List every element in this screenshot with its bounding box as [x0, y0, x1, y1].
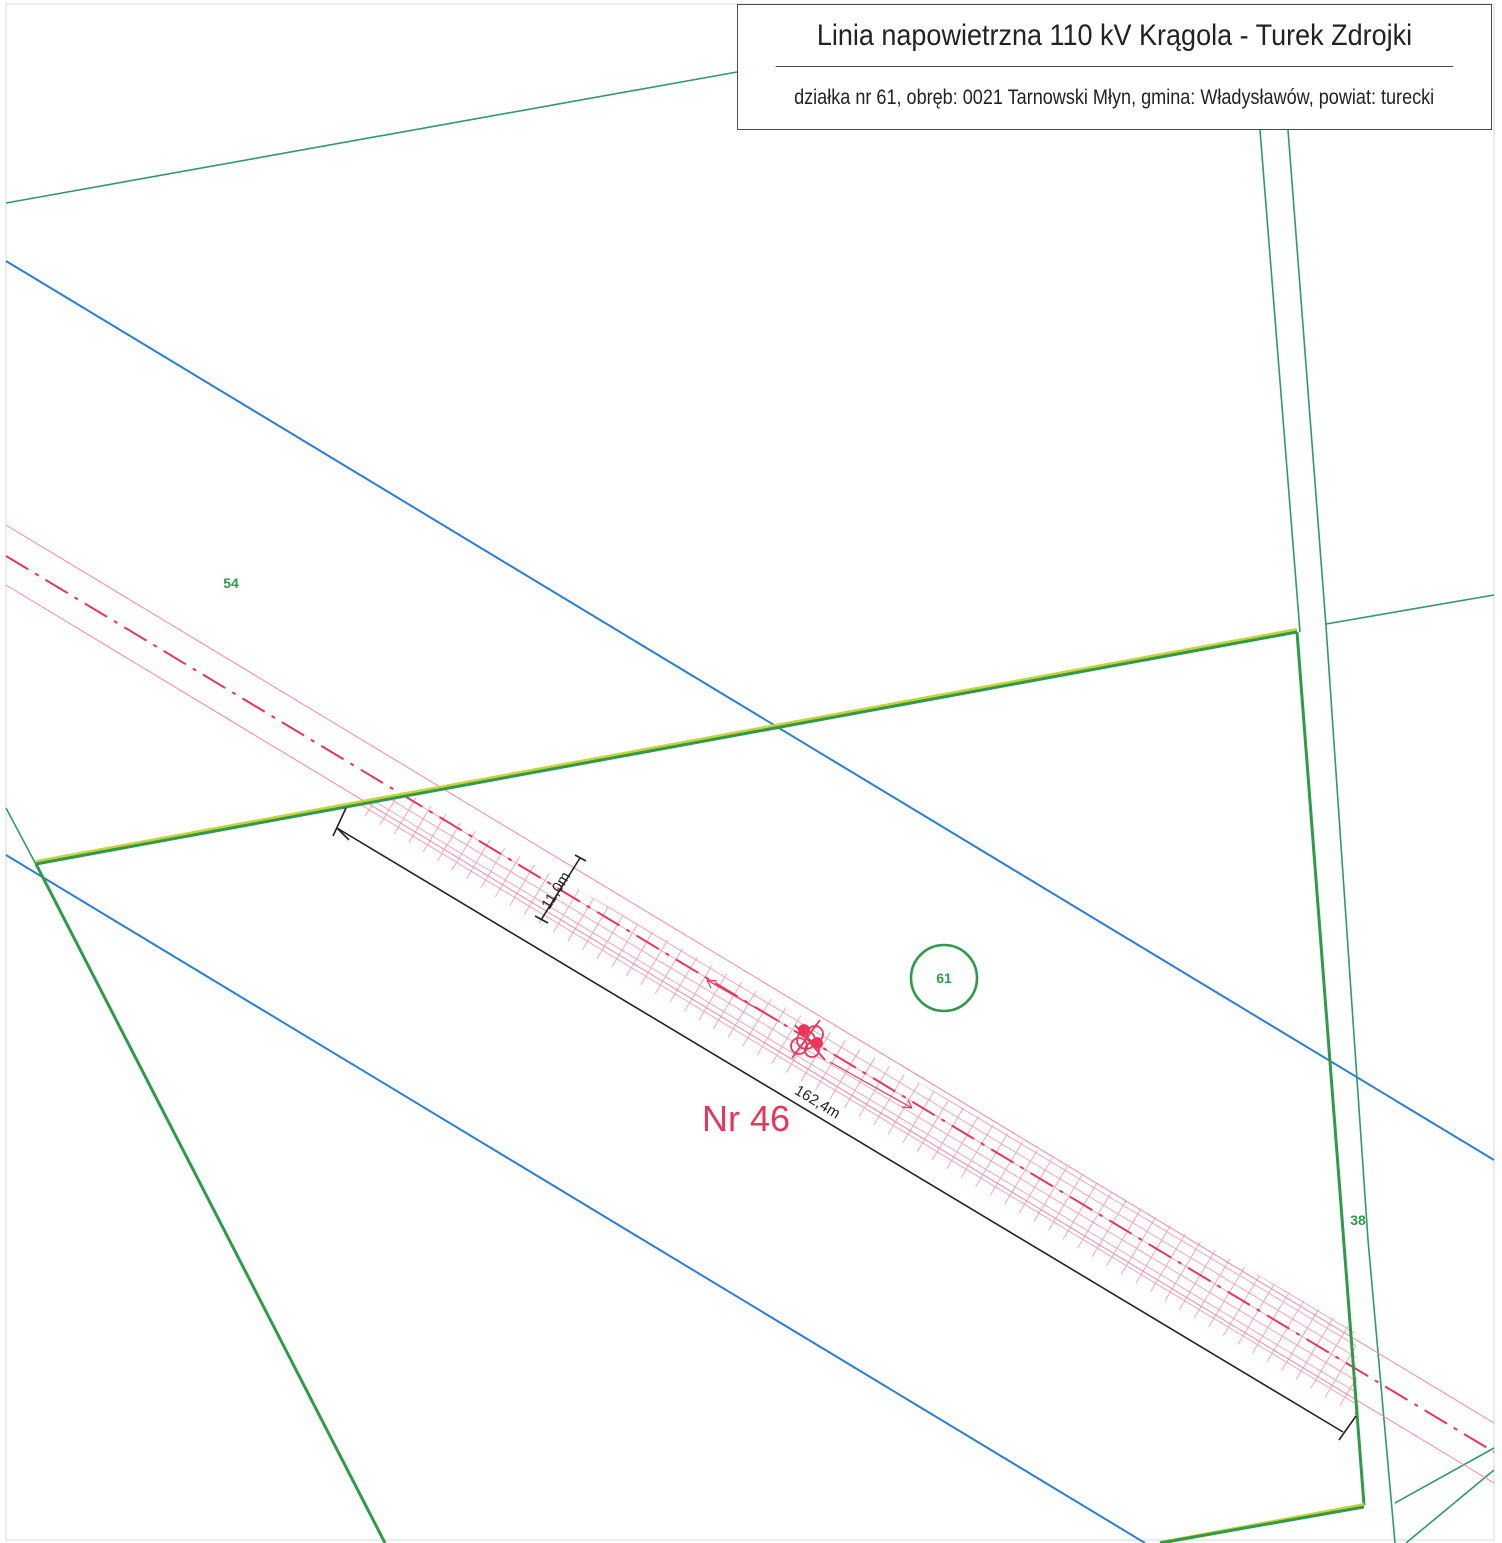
corridor-grid-line	[1471, 1416, 1502, 1485]
title-block: Linia napowietrzna 110 kV Krągola - Ture…	[737, 4, 1492, 130]
corridor-grid-line	[363, 793, 406, 819]
span-arrows	[706, 979, 913, 1109]
parcel-label-54: 54	[223, 575, 239, 591]
boundary-line	[1325, 625, 1369, 1241]
corridor-strip	[0, 522, 1502, 1485]
parcel-label-61: 61	[936, 970, 952, 986]
parcel-61-east-edge	[1295, 631, 1366, 1506]
length-dimension-line	[336, 827, 1344, 1433]
power-line-axis	[5, 555, 1495, 1453]
length-dimension-tick-start	[332, 807, 347, 837]
boundary-line	[1367, 1239, 1396, 1543]
boundary-line	[5, 71, 738, 204]
boundary-line	[1394, 1447, 1495, 1504]
width-dimension-tick	[574, 854, 587, 862]
parcel-label-38: 38	[1350, 1212, 1366, 1228]
corridor-grid-line	[345, 793, 1360, 1427]
boundary-line	[1259, 129, 1301, 633]
corridor-grid-line	[131, 609, 172, 678]
parcel-61-boundary	[34, 628, 1366, 1543]
boundary-line	[1325, 594, 1495, 625]
length-dimension-tick-end	[1338, 1415, 1357, 1441]
corridor-grid-line	[0, 522, 27, 591]
corridor-grid-line	[345, 793, 1360, 1438]
road-edges	[5, 260, 1495, 1543]
road-edge-upper	[5, 260, 1495, 1161]
corridor-grid-line	[345, 793, 1360, 1436]
map-frame	[5, 3, 1495, 1541]
corridor-grid-line	[345, 793, 377, 801]
length-dimension-arrow-start	[336, 827, 350, 841]
length-dimension	[332, 807, 1357, 1441]
pole-symbol-icon	[790, 1019, 826, 1061]
road-edge-lower	[5, 854, 1146, 1543]
parcel-61-marker	[909, 943, 979, 1013]
corridor-grid-line	[345, 793, 1360, 1438]
parcel-61-west-edge	[34, 863, 387, 1543]
corridor-grid-line	[378, 793, 421, 828]
map-subtitle: działka nr 61, obręb: 0021 Tarnowski Mły…	[738, 67, 1491, 129]
pole-label: Nr 46	[702, 1098, 790, 1139]
boundary-line	[1287, 129, 1327, 627]
boundary-line	[1405, 1469, 1495, 1543]
corridor-grid-line	[345, 793, 1360, 1438]
width-dimension	[534, 854, 587, 924]
boundary-line	[5, 807, 41, 873]
width-dimension-tick	[534, 915, 549, 924]
parcel-61-north-edge-green	[35, 630, 1298, 866]
width-dimension-line	[540, 857, 581, 921]
corridor-grid-line	[345, 793, 1360, 1438]
parcel-boundaries-thin	[5, 71, 1495, 1543]
parcel-61-north-edge	[35, 628, 1298, 864]
corridor-edge-upper	[5, 524, 1495, 1424]
parcel-61-south-edge-green	[1159, 1505, 1365, 1543]
corridor-edge-lower	[5, 584, 1495, 1484]
map-title: Linia napowietrzna 110 kV Krągola - Ture…	[775, 5, 1454, 67]
map-subtitle-text: działka nr 61, obręb: 0021 Tarnowski Mły…	[794, 86, 1435, 109]
